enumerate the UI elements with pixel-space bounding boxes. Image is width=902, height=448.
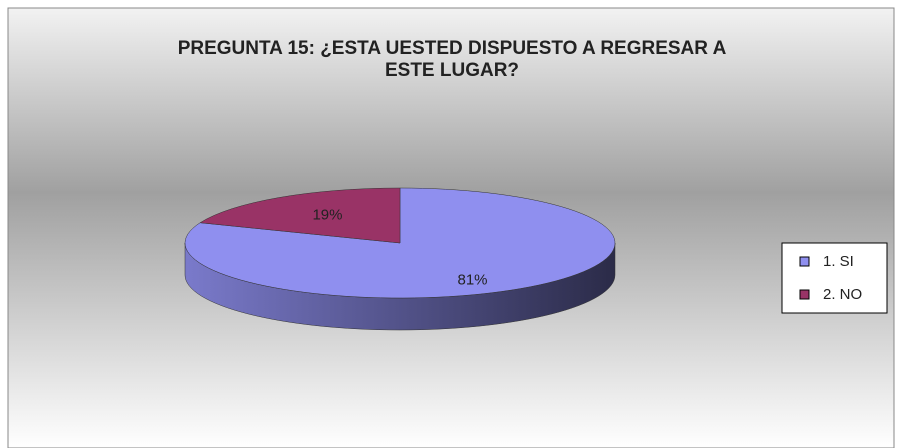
legend-swatch [799, 256, 810, 267]
data-label: 19% [312, 207, 342, 224]
data-label: 81% [457, 271, 487, 288]
legend-box [781, 242, 888, 314]
legend-swatch [799, 289, 810, 300]
slice [199, 187, 401, 244]
legend-label: 1. SI [823, 253, 854, 270]
chart-title: PREGUNTA 15: ¿ESTA UESTED DISPUESTO A RE… [177, 38, 727, 81]
legend-label: 2. NO [823, 286, 862, 303]
